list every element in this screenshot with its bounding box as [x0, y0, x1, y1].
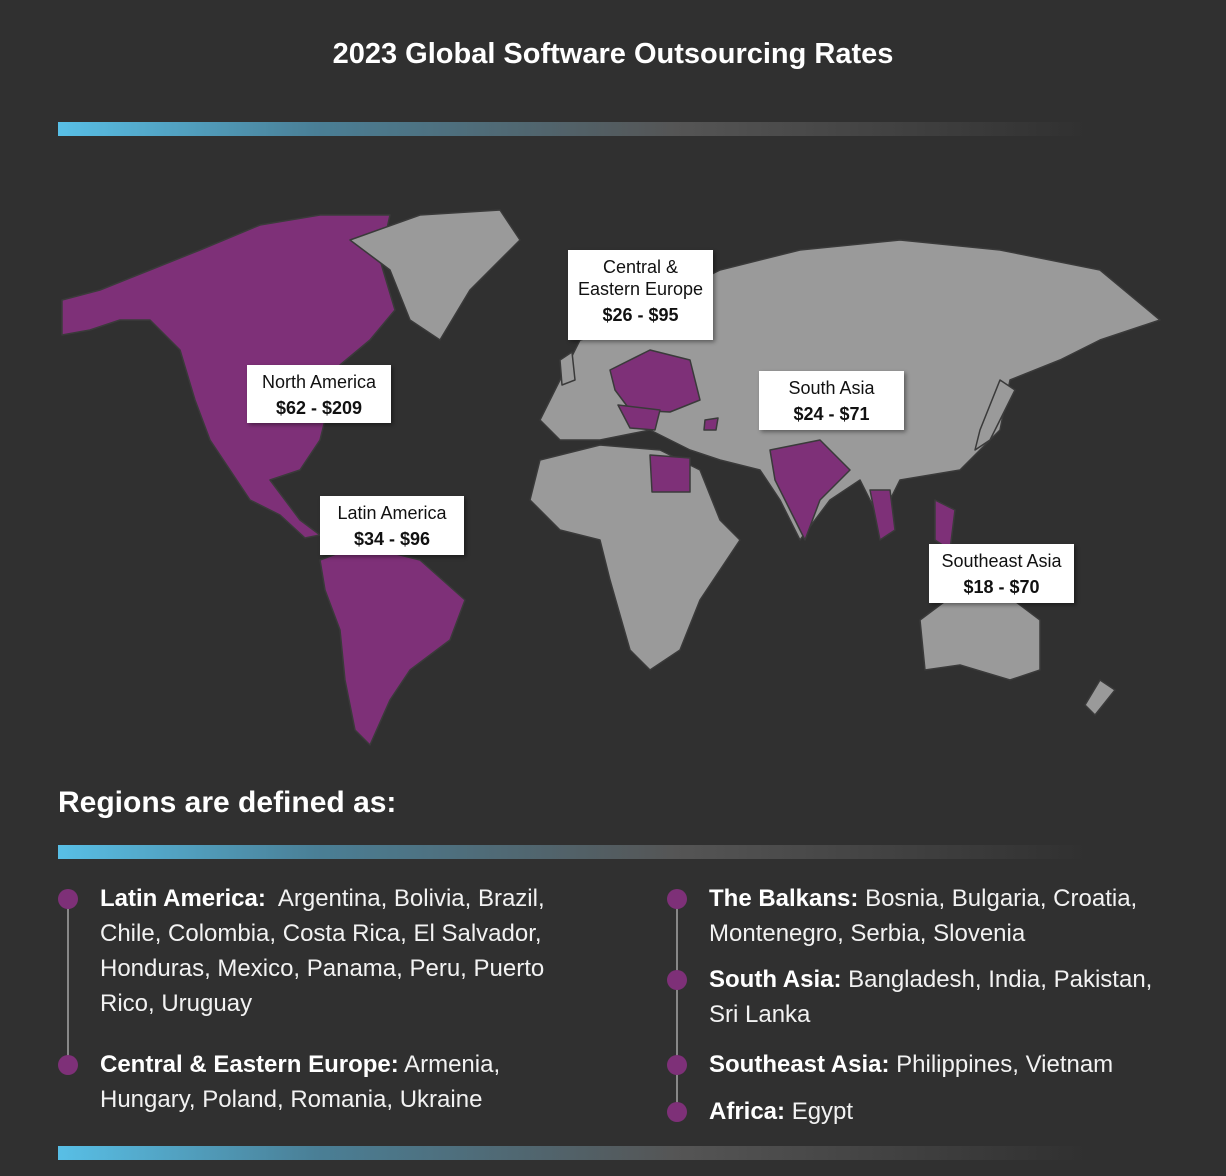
callout: Central & Eastern Europe $26 - $95 — [568, 250, 713, 340]
uk — [559, 351, 576, 386]
armenia — [703, 417, 719, 431]
callout: Latin America $34 - $96 — [320, 496, 464, 555]
region-name: Central & Eastern Europe: — [100, 1051, 399, 1078]
callout-rate: $34 - $96 — [353, 529, 431, 549]
timeline-line — [676, 900, 678, 1112]
bullet — [58, 1055, 78, 1075]
new-zealand — [1084, 679, 1116, 716]
section-heading: Regions are defined as: — [58, 786, 397, 819]
region-name: The Balkans: — [709, 885, 859, 912]
region-countries: Bosnia, Bulgaria, Croatia, Montenegro, S… — [709, 885, 1138, 947]
japan — [974, 379, 1016, 451]
region-name: Latin America: — [100, 885, 266, 912]
philippines — [934, 499, 956, 551]
callout-rate: $62 - $209 — [275, 398, 363, 418]
balkans — [617, 404, 661, 431]
north-america — [61, 214, 396, 539]
callout-region: North America — [261, 372, 377, 392]
callout-region: Latin America — [337, 503, 447, 523]
callout-rate: $26 - $95 — [602, 305, 679, 325]
divider — [58, 1146, 1088, 1160]
region-item: Latin America: Argentina, Bolivia, Brazi… — [100, 881, 600, 1021]
callout-region: Southeast Asia — [941, 551, 1062, 571]
south-america — [319, 544, 466, 746]
greenland — [349, 209, 521, 341]
callout: North America $62 - $209 — [247, 365, 391, 423]
region-item: Central & Eastern Europe: Armenia, Hunga… — [100, 1047, 600, 1117]
divider — [58, 845, 1088, 859]
bullet — [667, 1055, 687, 1075]
callout: South Asia $24 - $71 — [759, 371, 904, 430]
region-countries: Philippines, Vietnam — [896, 1051, 1114, 1078]
callout-rate: $24 - $71 — [793, 404, 870, 424]
callout-region: South Asia — [788, 378, 875, 398]
bullet — [667, 1102, 687, 1122]
callout: Southeast Asia $18 - $70 — [929, 544, 1074, 603]
bullet — [667, 970, 687, 990]
egypt — [649, 454, 691, 493]
australia — [919, 589, 1041, 681]
region-name: Africa: — [709, 1098, 786, 1125]
region-countries: Argentina, Bolivia, Brazil, Chile, Colom… — [100, 885, 545, 1017]
bullet — [667, 889, 687, 909]
region-countries: Bangladesh, India, Pakistan, Sri Lanka — [709, 966, 1153, 1028]
callout-rate: $18 - $70 — [963, 577, 1040, 597]
india — [769, 439, 851, 541]
region-item: Southeast Asia: Philippines, Vietnam — [709, 1047, 1189, 1082]
bullet — [58, 889, 78, 909]
region-name: Southeast Asia: — [709, 1051, 890, 1078]
timeline-line — [67, 900, 69, 1065]
region-name: South Asia: — [709, 966, 842, 993]
region-item: Africa: Egypt — [709, 1094, 1189, 1129]
callout-region: Central & Eastern Europe — [577, 257, 704, 299]
region-item: South Asia: Bangladesh, India, Pakistan,… — [709, 962, 1169, 1032]
region-countries: Egypt — [791, 1098, 854, 1125]
title: 2023 Global Software Outsourcing Rates — [332, 38, 894, 70]
africa — [529, 444, 741, 671]
vietnam — [869, 489, 896, 541]
divider — [58, 122, 1088, 136]
region-countries: Armenia, Hungary, Poland, Romania, Ukrai… — [100, 1051, 501, 1113]
eastern-europe — [609, 349, 701, 413]
region-item: The Balkans: Bosnia, Bulgaria, Croatia, … — [709, 881, 1189, 951]
